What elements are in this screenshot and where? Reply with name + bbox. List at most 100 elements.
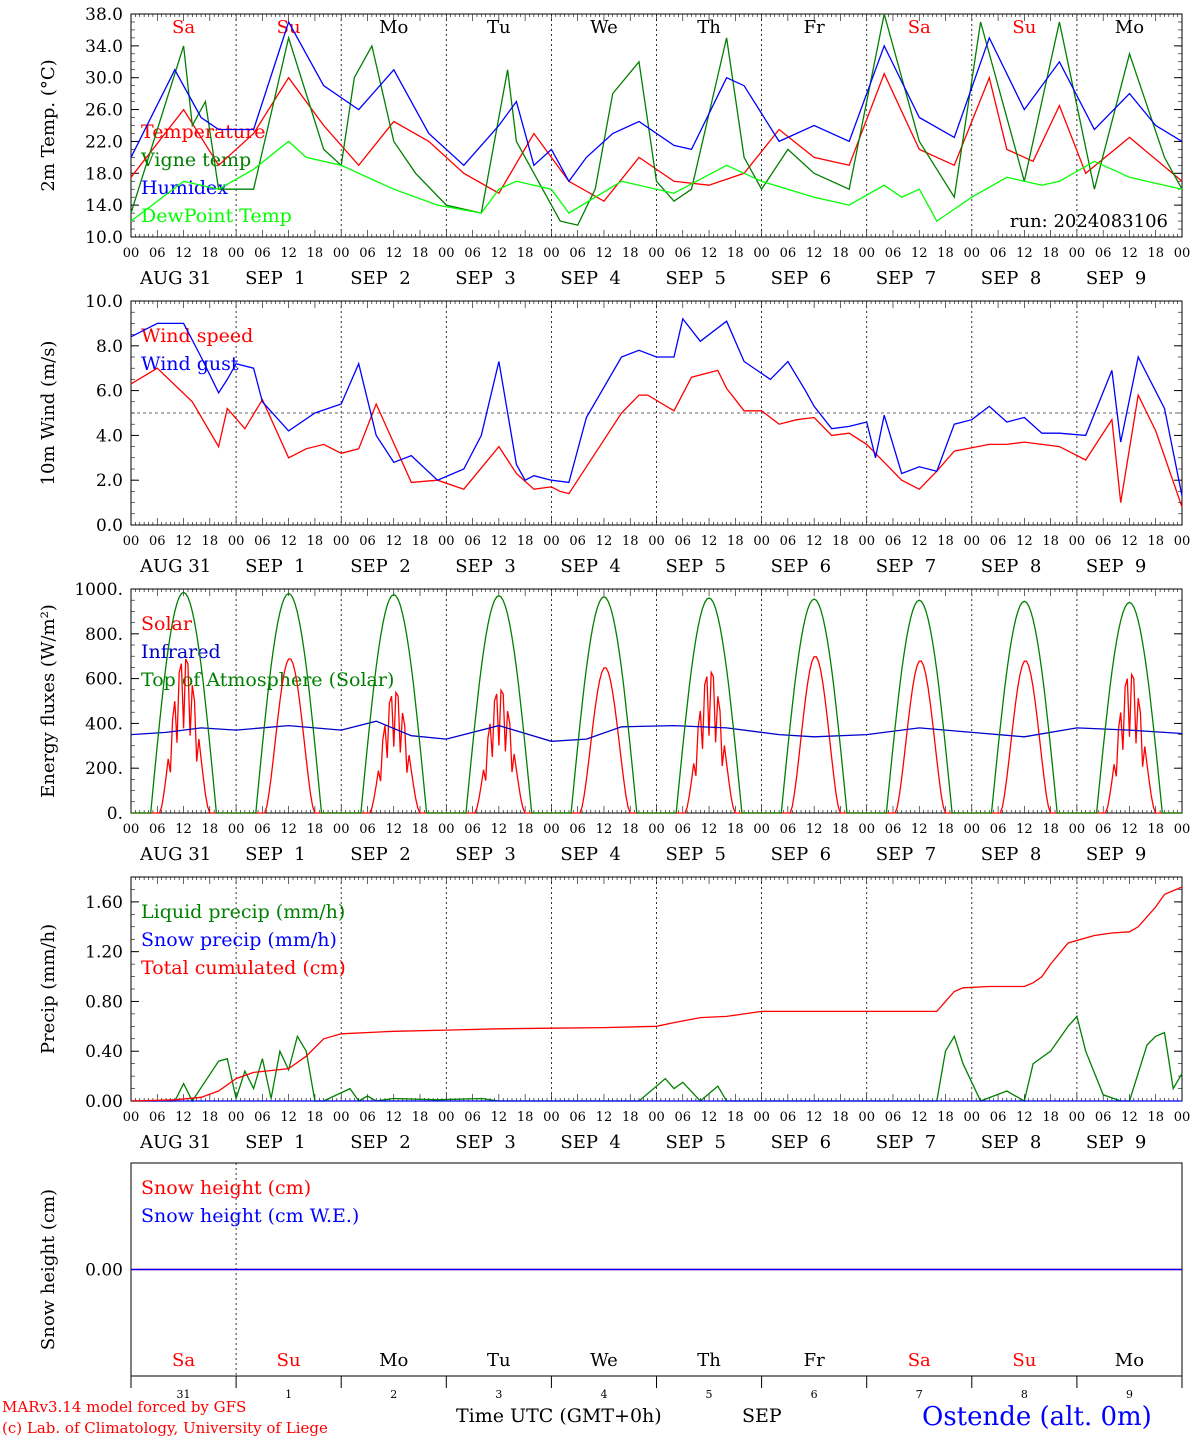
y-axis-label: Precip (mm/h)	[38, 924, 59, 1054]
credit-line-2: (c) Lab. of Climatology, University of L…	[2, 1419, 328, 1437]
y-axis-label: 10m Wind (m/s)	[38, 341, 59, 486]
y-tick-label: 8.0	[96, 337, 123, 357]
y-tick-label: 34.0	[85, 37, 123, 57]
hour-tick-label: 12	[491, 822, 508, 837]
date-label: AUG 31	[139, 556, 211, 577]
hour-tick-label: 12	[701, 534, 718, 549]
hour-tick-label: 06	[675, 534, 692, 549]
series-line	[130, 20, 1183, 183]
hour-tick-label: 18	[937, 1110, 954, 1125]
hour-tick-label: 18	[832, 822, 849, 837]
hour-tick-label: 12	[701, 246, 718, 261]
hour-tick-label: 06	[990, 246, 1007, 261]
hour-tick-label: 18	[517, 822, 534, 837]
hour-tick-label: 12	[385, 1110, 402, 1125]
legend-entry: Snow height (cm W.E.)	[141, 1205, 359, 1227]
date-label: SEP 6	[771, 556, 831, 577]
hour-tick-label: 00	[543, 822, 560, 837]
legend-entry: Temperature	[141, 121, 265, 143]
series-line	[130, 720, 1183, 742]
hour-tick-label: 00	[228, 246, 245, 261]
hour-tick-label: 00	[1174, 822, 1191, 837]
hour-tick-label: 18	[1147, 534, 1164, 549]
hour-tick-label: 18	[307, 246, 324, 261]
hour-tick-label: 12	[385, 534, 402, 549]
date-label: SEP 6	[771, 268, 831, 289]
hour-tick-label: 00	[1069, 246, 1086, 261]
hour-tick-label: 06	[464, 534, 481, 549]
hour-tick-label: 06	[885, 246, 902, 261]
hour-tick-label: 12	[175, 246, 192, 261]
hour-tick-label: 00	[123, 246, 140, 261]
y-tick-label: 38.0	[85, 5, 123, 25]
date-label: SEP 6	[771, 844, 831, 865]
date-label: SEP 7	[876, 268, 936, 289]
hour-tick-label: 12	[385, 246, 402, 261]
hour-tick-label: 18	[1042, 822, 1059, 837]
date-number: 6	[811, 1388, 818, 1401]
time-axis-label: Time UTC (GMT+0h)	[456, 1405, 662, 1427]
hour-tick-label: 06	[1095, 1110, 1112, 1125]
series-line	[130, 317, 1183, 497]
hour-tick-label: 00	[438, 534, 455, 549]
hour-tick-label: 12	[596, 246, 613, 261]
date-number: 5	[706, 1388, 713, 1401]
hour-tick-label: 06	[675, 246, 692, 261]
legend-entry: Snow height (cm)	[141, 1177, 311, 1199]
date-label: SEP 9	[1086, 1132, 1146, 1153]
hour-tick-label: 06	[359, 534, 376, 549]
hour-tick-label: 12	[596, 822, 613, 837]
hour-tick-label: 00	[228, 822, 245, 837]
legend-entry: Liquid precip (mm/h)	[141, 901, 345, 923]
hour-tick-label: 00	[333, 534, 350, 549]
hour-tick-label: 18	[622, 822, 639, 837]
hour-tick-label: 00	[543, 246, 560, 261]
weekday-label: Su	[277, 17, 301, 38]
hour-tick-label: 18	[307, 1110, 324, 1125]
date-label: SEP 8	[981, 556, 1041, 577]
hour-tick-label: 00	[753, 246, 770, 261]
date-label: SEP 3	[455, 1132, 515, 1153]
weekday-label: Mo	[1115, 17, 1144, 38]
legend-entry: Snow precip (mm/h)	[141, 929, 337, 951]
legend-entry: Humidex	[141, 177, 228, 199]
hour-tick-label: 12	[1016, 822, 1033, 837]
date-label: SEP 2	[350, 268, 410, 289]
hour-tick-label: 12	[701, 1110, 718, 1125]
hour-tick-label: 00	[333, 1110, 350, 1125]
panel-5: 0.00 Snow height (cm) Snow height (cm) Snow…	[38, 1162, 1183, 1401]
y-tick-label: 600.	[85, 670, 123, 690]
hour-tick-label: 18	[937, 534, 954, 549]
hour-tick-label: 06	[780, 246, 797, 261]
hour-tick-label: 18	[517, 246, 534, 261]
series-line	[131, 591, 1182, 814]
y-tick-label: 1.60	[85, 893, 123, 913]
y-tick-label: 4.0	[96, 426, 123, 446]
date-label: SEP 9	[1086, 268, 1146, 289]
y-tick-label: 1000.	[74, 580, 123, 600]
hour-tick-label: 06	[780, 534, 797, 549]
y-tick-label: 26.0	[85, 101, 123, 121]
hour-tick-label: 12	[806, 1110, 823, 1125]
date-label: SEP 7	[876, 556, 936, 577]
date-number: 1	[285, 1388, 292, 1401]
legend-entry: Wind gust	[141, 353, 239, 375]
legend-entry: DewPoint Temp	[141, 205, 292, 227]
hour-tick-label: 18	[727, 1110, 744, 1125]
y-tick-label: 0.	[107, 804, 123, 824]
y-tick-label: 400.	[85, 714, 123, 734]
y-tick-label: 0.0	[96, 516, 123, 536]
run-annotation: run: 2024083106	[1010, 211, 1168, 232]
hour-tick-label: 12	[1121, 246, 1138, 261]
hour-tick-label: 06	[149, 822, 166, 837]
date-label: SEP 2	[350, 844, 410, 865]
hour-tick-label: 18	[832, 534, 849, 549]
hour-tick-label: 18	[412, 246, 429, 261]
hour-tick-label: 12	[1016, 246, 1033, 261]
hour-tick-label: 18	[1042, 534, 1059, 549]
hour-tick-label: 06	[1095, 534, 1112, 549]
date-label: SEP 3	[455, 556, 515, 577]
hour-tick-label: 06	[254, 534, 271, 549]
